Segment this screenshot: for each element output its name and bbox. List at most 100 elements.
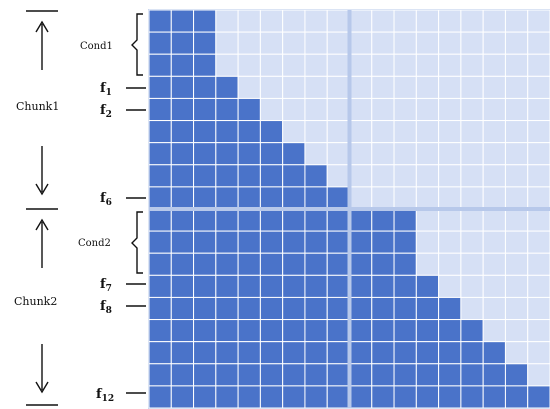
mask-cell-attend (349, 341, 373, 365)
mask-cell-blocked (504, 186, 529, 210)
mask-cell-attend (349, 230, 373, 254)
mask-cell-attend (326, 341, 351, 365)
mask-cell-blocked (482, 252, 506, 276)
mask-cell-blocked (438, 252, 462, 276)
mask-cell-attend (193, 208, 217, 232)
mask-cell-blocked (482, 9, 506, 33)
mask-cell-attend (259, 296, 284, 321)
mask-cell-attend (259, 164, 284, 188)
mask-cell-blocked (237, 53, 261, 77)
mask-cell-blocked (349, 120, 373, 144)
mask-cell-blocked (349, 186, 373, 210)
mask-cell-blocked (415, 142, 440, 166)
mask-cell-attend (170, 31, 195, 55)
mask-cell-attend (326, 208, 351, 232)
mask-cell-attend (170, 252, 195, 276)
mask-cell-attend (349, 208, 373, 232)
mask-cell-blocked (504, 120, 529, 144)
mask-cell-attend (282, 230, 306, 254)
mask-cell-blocked (371, 31, 395, 55)
mask-cell-attend (282, 274, 306, 298)
mask-cell-attend (259, 252, 284, 276)
mask-cell-attend (193, 9, 217, 33)
mask-cell-blocked (371, 120, 395, 144)
frame-label-f8: f8 (100, 299, 146, 316)
mask-cell-blocked (460, 274, 484, 298)
mask-cell-blocked (349, 142, 373, 166)
mask-cell-attend (215, 363, 239, 387)
mask-cell-blocked (393, 142, 417, 166)
mask-cell-blocked (504, 296, 529, 321)
mask-cell-attend (371, 208, 395, 232)
mask-cell-blocked (259, 75, 284, 99)
mask-cell-blocked (415, 186, 440, 210)
mask-cell-attend (371, 274, 395, 298)
mask-cell-blocked (527, 319, 550, 343)
mask-cell-blocked (460, 120, 484, 144)
mask-cell-blocked (415, 164, 440, 188)
mask-cell-attend (259, 142, 284, 166)
mask-cell-attend (148, 385, 172, 409)
mask-cell-attend (148, 341, 172, 365)
mask-cell-blocked (482, 164, 506, 188)
mask-cell-blocked (438, 274, 462, 298)
mask-cell-blocked (304, 31, 328, 55)
mask-cell-attend (415, 296, 440, 321)
mask-cell-attend (371, 341, 395, 365)
mask-cell-attend (170, 53, 195, 77)
mask-cell-attend (148, 363, 172, 387)
mask-cell-blocked (527, 120, 550, 144)
mask-cell-blocked (460, 164, 484, 188)
mask-cell-blocked (482, 274, 506, 298)
mask-cell-blocked (438, 142, 462, 166)
mask-cell-attend (504, 385, 529, 409)
mask-cell-attend (148, 75, 172, 99)
mask-cell-attend (170, 274, 195, 298)
mask-cell-attend (304, 186, 328, 210)
mask-cell-attend (237, 208, 261, 232)
chunk1-down-arrowhead (35, 183, 49, 196)
mask-cell-blocked (415, 53, 440, 77)
mask-cell-blocked (460, 230, 484, 254)
mask-cell-attend (259, 120, 284, 144)
mask-cell-blocked (371, 53, 395, 77)
mask-cell-attend (215, 97, 239, 122)
frame-label-f12: f12 (96, 387, 146, 404)
mask-cell-blocked (482, 319, 506, 343)
svg-text:f1: f1 (100, 81, 112, 98)
mask-cell-attend (482, 385, 506, 409)
mask-cell-attend (215, 319, 239, 343)
mask-cell-blocked (393, 53, 417, 77)
mask-cell-blocked (460, 208, 484, 232)
mask-cell-attend (349, 385, 373, 409)
mask-cell-attend (215, 274, 239, 298)
mask-cell-blocked (527, 164, 550, 188)
mask-cell-blocked (215, 31, 239, 55)
mask-cell-blocked (371, 97, 395, 122)
mask-cell-attend (393, 230, 417, 254)
mask-cell-blocked (438, 75, 462, 99)
mask-cell-blocked (460, 186, 484, 210)
mask-cell-blocked (326, 120, 351, 144)
mask-cell-blocked (393, 31, 417, 55)
mask-cell-blocked (438, 97, 462, 122)
mask-cell-attend (371, 363, 395, 387)
chunk2-up-arrowhead (35, 218, 49, 231)
mask-cell-blocked (527, 252, 550, 276)
mask-cell-attend (148, 208, 172, 232)
mask-cell-attend (393, 274, 417, 298)
mask-cell-blocked (527, 208, 550, 232)
attention-mask-matrix (148, 9, 550, 409)
mask-cell-attend (193, 53, 217, 77)
mask-cell-attend (282, 208, 306, 232)
mask-cell-blocked (504, 31, 529, 55)
mask-cell-attend (438, 319, 462, 343)
mask-cell-blocked (460, 252, 484, 276)
mask-cell-blocked (527, 75, 550, 99)
mask-cell-attend (438, 385, 462, 409)
mask-cell-blocked (504, 319, 529, 343)
mask-cell-blocked (326, 9, 351, 33)
mask-cell-blocked (393, 164, 417, 188)
mask-cell-attend (215, 252, 239, 276)
mask-cell-blocked (460, 97, 484, 122)
